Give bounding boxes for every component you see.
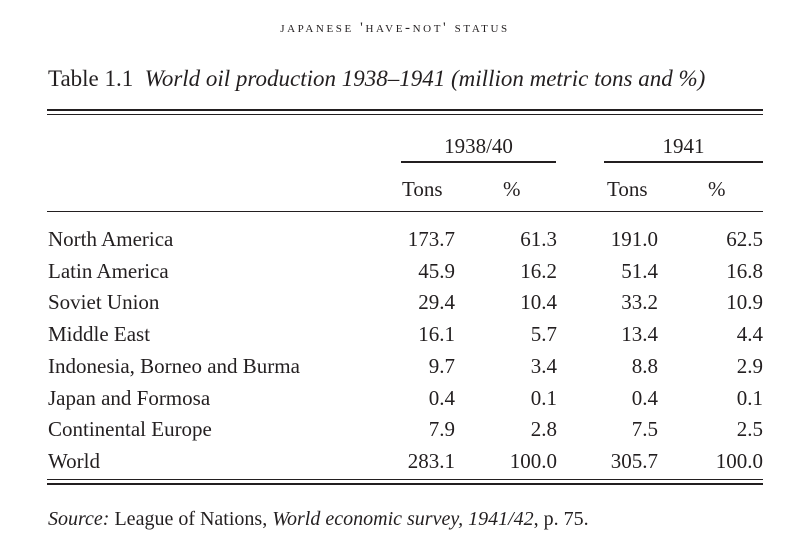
row-label: Soviet Union [48, 290, 160, 314]
table-cell: 10.4 [520, 290, 557, 314]
table-cell: 3.4 [530, 354, 557, 378]
table-cell: 33.2 [621, 290, 658, 314]
table-cell: 10.9 [726, 290, 763, 314]
table-cell: 283.1 [407, 449, 455, 473]
table-cell: 45.9 [418, 259, 455, 283]
table-caption: Table 1.1 World oil production 1938–1941… [48, 66, 705, 92]
table-cell: 2.8 [530, 417, 557, 441]
top-rule-thin [47, 114, 763, 115]
table-cell: 51.4 [621, 259, 658, 283]
table-cell: 7.9 [428, 417, 455, 441]
table-cell: 191.0 [610, 227, 658, 251]
source-publisher: League of Nations, [114, 508, 268, 530]
table-cell: 2.9 [736, 354, 763, 378]
row-label: World [48, 449, 100, 473]
row-label: North America [48, 227, 174, 251]
top-rule-thick [47, 109, 763, 111]
running-head: JAPANESE 'HAVE-NOT' STATUS [280, 20, 510, 36]
subheader-percent-1941: % [708, 177, 726, 201]
source-page: , p. 75. [533, 508, 589, 530]
source-note: Source: League of Nations, World economi… [48, 508, 589, 531]
table-cell: 61.3 [520, 227, 557, 251]
table-cell: 8.8 [631, 354, 658, 378]
table-cell: 13.4 [621, 322, 658, 346]
header-rule [47, 211, 763, 212]
bottom-rule-thin [47, 479, 763, 480]
table-label: Table 1.1 [48, 66, 134, 91]
table-cell: 100.0 [715, 449, 763, 473]
group-rule-1938-40 [401, 161, 556, 163]
table-cell: 0.4 [428, 386, 455, 410]
subheader-percent-1938-40: % [503, 177, 521, 201]
table-cell: 5.7 [530, 322, 557, 346]
row-label: Latin America [48, 259, 169, 283]
table-title: World oil production 1938–1941 (million … [144, 66, 706, 91]
table-cell: 100.0 [509, 449, 557, 473]
subheader-tons-1941: Tons [607, 177, 648, 201]
table-cell: 16.2 [520, 259, 557, 283]
row-label: Continental Europe [48, 417, 212, 441]
table-cell: 16.8 [726, 259, 763, 283]
group-header-1941: 1941 [662, 134, 705, 158]
subheader-tons-1938-40: Tons [402, 177, 443, 201]
table-cell: 305.7 [610, 449, 658, 473]
table-cell: 29.4 [418, 290, 455, 314]
table-cell: 4.4 [736, 322, 763, 346]
table-cell: 2.5 [736, 417, 763, 441]
source-work: World economic survey, 1941/42 [272, 508, 534, 530]
group-rule-1941 [604, 161, 763, 163]
bottom-rule-thick [47, 483, 763, 485]
source-label: Source: [48, 508, 110, 530]
table-cell: 62.5 [726, 227, 763, 251]
table-cell: 0.1 [736, 386, 763, 410]
table-cell: 9.7 [428, 354, 455, 378]
table-cell: 16.1 [418, 322, 455, 346]
row-label: Indonesia, Borneo and Burma [48, 354, 300, 378]
table-cell: 0.4 [631, 386, 658, 410]
table-cell: 0.1 [530, 386, 557, 410]
row-label: Japan and Formosa [48, 386, 211, 410]
row-label: Middle East [48, 322, 151, 346]
group-header-1938-40: 1938/40 [444, 134, 513, 158]
table-cell: 7.5 [631, 417, 658, 441]
table-cell: 173.7 [407, 227, 455, 251]
